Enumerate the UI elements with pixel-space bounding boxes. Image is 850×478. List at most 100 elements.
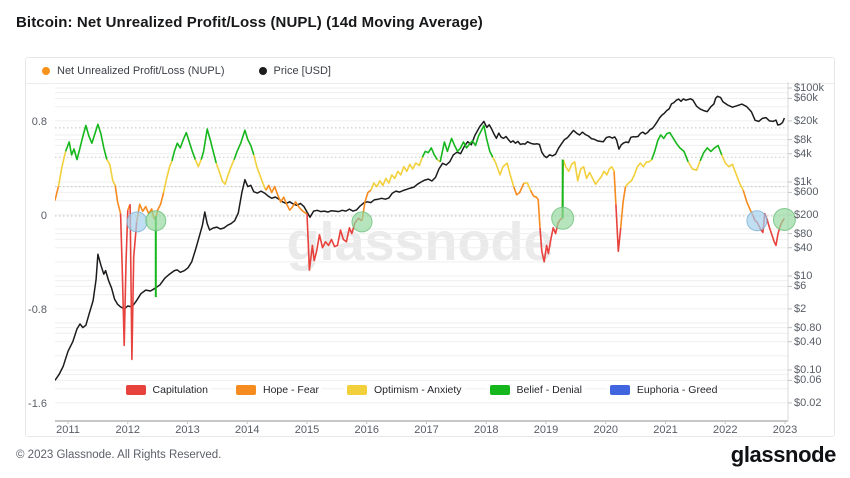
- transition-marker: [746, 210, 768, 232]
- nupl-line-segment: [529, 189, 541, 228]
- nupl-line-segment: [720, 154, 744, 191]
- band-legend-item: Optimism - Anxiety: [344, 382, 465, 398]
- nupl-line-segment: [687, 160, 701, 171]
- price-axis-label: $2: [794, 302, 807, 315]
- year-label: 2020: [593, 424, 618, 436]
- band-legend-label: Hope - Fear: [262, 384, 320, 396]
- nupl-line-segment: [439, 124, 494, 163]
- nupl-line-segment: [129, 204, 138, 361]
- band-legend-item: Capitulation: [122, 382, 211, 398]
- band-legend-label: Optimism - Anxiety: [374, 384, 462, 396]
- nupl-line-segment: [171, 131, 197, 161]
- nupl-line-segment: [742, 189, 754, 216]
- price-gridlines: [55, 87, 788, 404]
- price-axis-label: $1k: [794, 176, 812, 188]
- series-legend-item[interactable]: Net Unrealized Profit/Loss (NUPL): [42, 65, 225, 77]
- nupl-line-segment: [615, 204, 622, 253]
- price-axis-label: $6: [794, 280, 807, 293]
- nupl-line-segment: [55, 186, 60, 201]
- transition-marker: [351, 211, 373, 233]
- price-axis-label: $0.02: [794, 396, 822, 409]
- price-axis-label: $0.06: [794, 374, 822, 387]
- year-label: 2016: [354, 424, 379, 436]
- nupl-line-segment: [106, 159, 116, 186]
- series-layer: [55, 95, 786, 381]
- band-legend-item: Belief - Denial: [486, 382, 585, 398]
- band-legend-label: Belief - Denial: [516, 384, 582, 396]
- nupl-axis-label: 0.8: [31, 116, 47, 128]
- price-line: [55, 95, 786, 381]
- year-label: 2017: [414, 424, 439, 436]
- nupl-line-segment: [194, 159, 202, 168]
- price-axis-label: $0.10: [794, 364, 822, 376]
- series-legend: Net Unrealized Profit/Loss (NUPL) Price […: [26, 58, 834, 84]
- price-axis-label: $10: [794, 270, 813, 282]
- band-legend-swatch: [235, 385, 256, 395]
- nupl-line-segment: [253, 154, 267, 191]
- series-legend-dot-icon: [258, 66, 267, 75]
- nupl-line-segment: [421, 147, 438, 161]
- series-legend-item[interactable]: Price [USD]: [258, 64, 331, 77]
- nupl-line-segment: [64, 123, 108, 161]
- price-axis-label: $0.80: [794, 321, 822, 334]
- price-axis-label: $60k: [794, 92, 818, 105]
- nupl-line-segment: [370, 157, 424, 191]
- price-axis-label: $80: [794, 227, 813, 240]
- nupl-line-segment: [361, 189, 372, 221]
- nupl-axis-label: -0.8: [28, 304, 47, 316]
- price-axis-label: $200: [794, 208, 819, 221]
- price-axis-label: $40: [794, 241, 813, 254]
- chart-card: Net Unrealized Profit/Loss (NUPL) Price […: [25, 57, 835, 437]
- transition-marker: [145, 210, 167, 232]
- nupl-line-segment: [699, 144, 723, 162]
- nupl-line-segment: [619, 186, 627, 228]
- band-legend-label: Capitulation: [152, 384, 208, 396]
- band-legend-swatch: [125, 385, 146, 395]
- band-legend-item: Euphoria - Greed: [606, 382, 721, 398]
- transition-marker: [551, 206, 575, 230]
- nupl-line-segment: [651, 131, 689, 163]
- nupl-line-segment: [119, 210, 129, 347]
- nupl-line-segment: [512, 182, 525, 196]
- nupl-line-segment: [306, 213, 363, 271]
- price-axis-label: $4k: [794, 147, 812, 160]
- band-legend-label: Euphoria - Greed: [636, 384, 718, 396]
- nupl-line-segment: [200, 128, 217, 164]
- series-legend-label: Net Unrealized Profit/Loss (NUPL): [57, 64, 225, 77]
- year-label: 2023: [772, 424, 798, 436]
- nupl-line-segment: [114, 185, 122, 214]
- year-label: 2021: [653, 424, 678, 436]
- nupl-line-segment: [215, 159, 235, 186]
- year-label: 2011: [56, 424, 80, 436]
- glassnode-logo: glassnode: [730, 442, 837, 467]
- year-label: 2019: [533, 424, 559, 436]
- series-legend-label: Price [USD]: [273, 64, 331, 77]
- copyright-text: © 2023 Glassnode. All Rights Reserved.: [16, 449, 222, 461]
- price-axis-label: $20k: [794, 114, 818, 127]
- page-title: Bitcoin: Net Unrealized Profit/Loss (NUP…: [16, 14, 483, 31]
- nupl-line-segment: [265, 184, 308, 215]
- nupl-axis-label: -1.6: [28, 398, 47, 410]
- year-label: 2018: [474, 424, 499, 436]
- year-label: 2022: [713, 424, 738, 436]
- nupl-line-segment: [135, 203, 155, 223]
- nupl-line-segment: [562, 159, 615, 186]
- band-legend-swatch: [609, 385, 630, 395]
- year-label: 2014: [235, 424, 260, 436]
- band-legend-swatch: [347, 385, 368, 395]
- nupl-line-segment: [162, 160, 173, 193]
- year-label: 2015: [294, 424, 320, 436]
- band-legend: Capitulation Hope - Fear Optimism - Anxiet…: [55, 382, 788, 398]
- price-axis-label: $100k: [794, 82, 824, 94]
- year-label: 2013: [175, 424, 200, 436]
- nupl-line-segment: [613, 171, 617, 205]
- transition-marker: [126, 211, 148, 233]
- price-axis-label: $8k: [794, 133, 812, 146]
- transition-marker: [772, 208, 796, 231]
- nupl-line-segment: [233, 129, 255, 160]
- series-legend-dot-icon: [42, 66, 50, 75]
- band-legend-item: Hope - Fear: [232, 382, 323, 398]
- band-legend-swatch: [489, 385, 510, 395]
